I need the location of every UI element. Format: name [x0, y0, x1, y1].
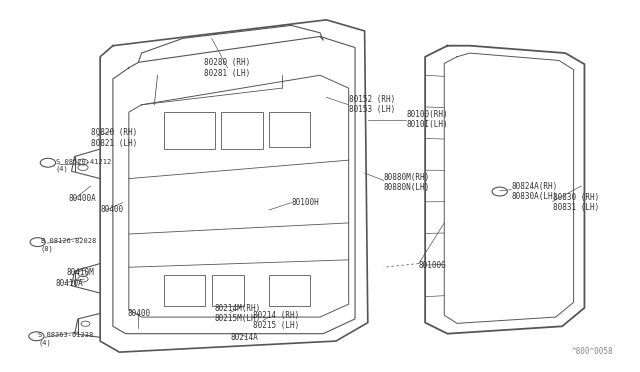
Text: 80214A: 80214A [231, 333, 259, 342]
Text: 80280 (RH)
80281 (LH): 80280 (RH) 80281 (LH) [204, 58, 251, 77]
Text: S 08363-61238
(4): S 08363-61238 (4) [38, 333, 93, 346]
Text: 80410M: 80410M [67, 268, 94, 277]
Text: 80100H: 80100H [291, 198, 319, 207]
Text: 80410A: 80410A [56, 279, 83, 288]
Text: 80820 (RH)
80821 (LH): 80820 (RH) 80821 (LH) [91, 128, 137, 148]
Bar [164, 275, 205, 306]
Bar [212, 275, 244, 306]
Text: 80152 (RH)
80153 (LH): 80152 (RH) 80153 (LH) [349, 95, 395, 115]
Text: 80214M(RH)
80215M(LH): 80214M(RH) 80215M(LH) [215, 304, 261, 323]
Bar [269, 112, 310, 147]
Text: 80100(RH)
8010I(LH): 80100(RH) 8010I(LH) [406, 110, 447, 129]
Text: ^800^0058: ^800^0058 [572, 347, 613, 356]
Text: 80100G: 80100G [419, 261, 447, 270]
Bar [221, 112, 262, 149]
Text: 80400A: 80400A [68, 195, 96, 203]
Text: 80400: 80400 [100, 205, 124, 215]
Text: 80824A(RH)
80830A(LH): 80824A(RH) 80830A(LH) [511, 182, 557, 201]
Text: B 08126-82028
(8): B 08126-82028 (8) [41, 238, 96, 252]
Text: 80830 (RH)
80831 (LH): 80830 (RH) 80831 (LH) [552, 193, 599, 212]
Text: S 08520-41212
(4): S 08520-41212 (4) [56, 159, 111, 173]
Bar [164, 112, 215, 149]
Bar [269, 275, 310, 306]
Text: 80214 (RH)
80215 (LH): 80214 (RH) 80215 (LH) [253, 311, 300, 330]
Text: 80880M(RH)
80880N(LH): 80880M(RH) 80880N(LH) [384, 173, 430, 192]
Text: 80400: 80400 [127, 309, 150, 318]
